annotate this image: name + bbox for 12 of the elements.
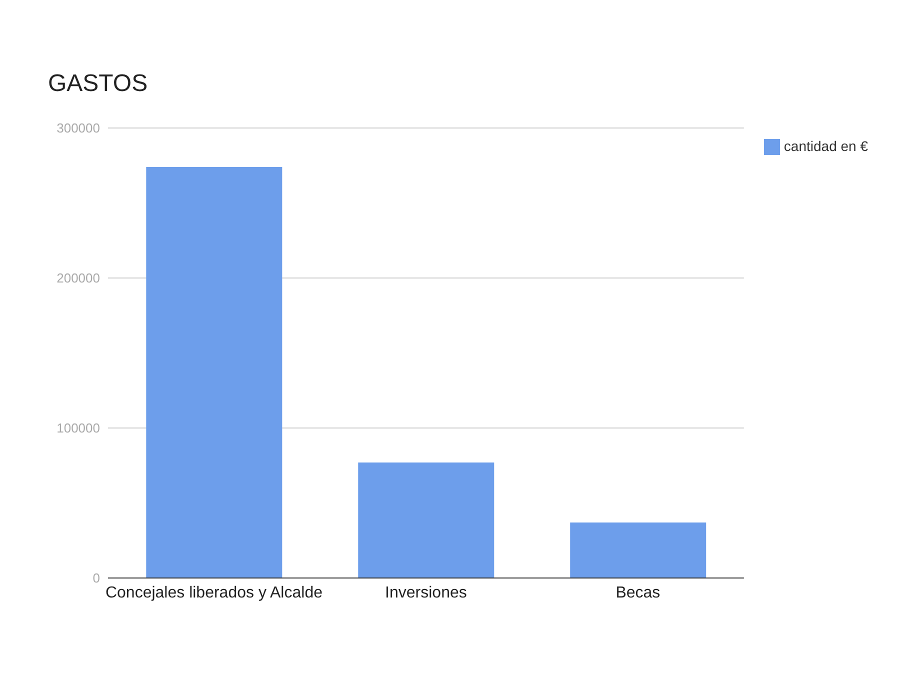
y-tick-label: 100000 (56, 420, 100, 436)
x-tick-label: Inversiones (385, 584, 467, 602)
x-tick-label: Becas (616, 584, 660, 602)
bar (146, 167, 282, 578)
y-tick-label: 200000 (56, 270, 100, 286)
y-tick-label: 0 (92, 570, 100, 586)
x-tick-label: Concejales liberados y Alcalde (105, 584, 323, 602)
bar (570, 522, 706, 578)
chart-title: GASTOS (48, 70, 148, 98)
y-tick-label: 300000 (56, 120, 100, 136)
bar (358, 462, 494, 578)
legend-label: cantidad en € (784, 138, 868, 154)
